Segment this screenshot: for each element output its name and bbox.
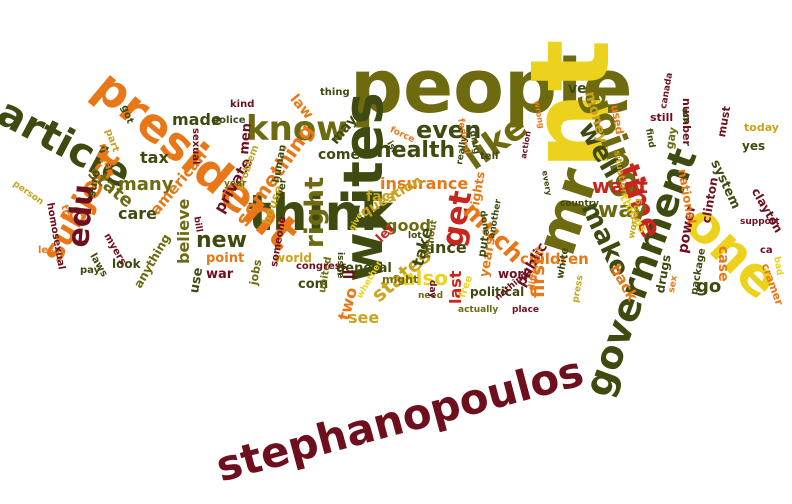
word: today [744, 121, 779, 134]
word: way [598, 198, 647, 223]
word: war [206, 267, 234, 282]
word: find [643, 127, 657, 149]
word: sexual [190, 128, 201, 165]
word: person [10, 179, 46, 208]
word: right [300, 176, 330, 248]
word: use [187, 266, 207, 295]
word: sex [667, 274, 680, 294]
word: general [336, 261, 392, 276]
word: year [224, 179, 247, 189]
word: yes [742, 139, 766, 153]
word: bad [771, 255, 785, 277]
word: congress [296, 261, 347, 272]
word: bill [191, 215, 204, 234]
word: new [196, 228, 247, 253]
word: made [172, 110, 222, 129]
word: many [118, 174, 174, 195]
word: stephanopoulos [210, 346, 589, 492]
word: put [475, 235, 492, 259]
word: go [696, 276, 722, 297]
word: police [212, 115, 246, 126]
word: tax [140, 148, 169, 167]
word: need [418, 291, 444, 301]
word: day [427, 280, 437, 299]
word: com [298, 277, 329, 292]
word: ms [679, 107, 692, 125]
word: lot [408, 231, 422, 241]
word: think [248, 184, 394, 242]
word: = [341, 262, 358, 286]
word: want [592, 174, 648, 198]
word: support [740, 217, 780, 227]
word: look [112, 257, 141, 271]
word: country [560, 199, 599, 209]
word: clayton [748, 185, 786, 236]
word: still [650, 111, 674, 124]
word: press [571, 274, 586, 304]
word: see [348, 308, 380, 327]
word: place [512, 305, 540, 315]
word: thing [320, 87, 350, 98]
word: care [118, 204, 158, 223]
word: point [206, 251, 245, 266]
word: canada [659, 71, 676, 110]
word: ca [760, 245, 773, 256]
word: case [715, 246, 731, 282]
word: pay [80, 265, 101, 276]
word: fact [366, 189, 397, 205]
word: know [246, 109, 348, 149]
word: kind [230, 99, 255, 110]
word: good [386, 216, 431, 235]
word: believe [174, 198, 193, 264]
word: political [470, 285, 525, 299]
word: since [420, 238, 467, 257]
word: even [416, 116, 482, 144]
word: less [38, 245, 61, 256]
word: jobs [247, 258, 265, 287]
word: tell [480, 151, 499, 162]
word: work [498, 267, 532, 281]
word: actually [458, 305, 499, 315]
word: health [376, 138, 456, 163]
word: world [274, 251, 312, 265]
word: insurance [380, 174, 469, 193]
word: must [715, 105, 734, 139]
word: children [520, 250, 589, 268]
word: people [350, 44, 633, 130]
word: come [318, 147, 360, 163]
word: might [382, 273, 419, 286]
word: gay [663, 126, 680, 151]
word: also [402, 266, 448, 290]
word: ve [568, 81, 587, 97]
